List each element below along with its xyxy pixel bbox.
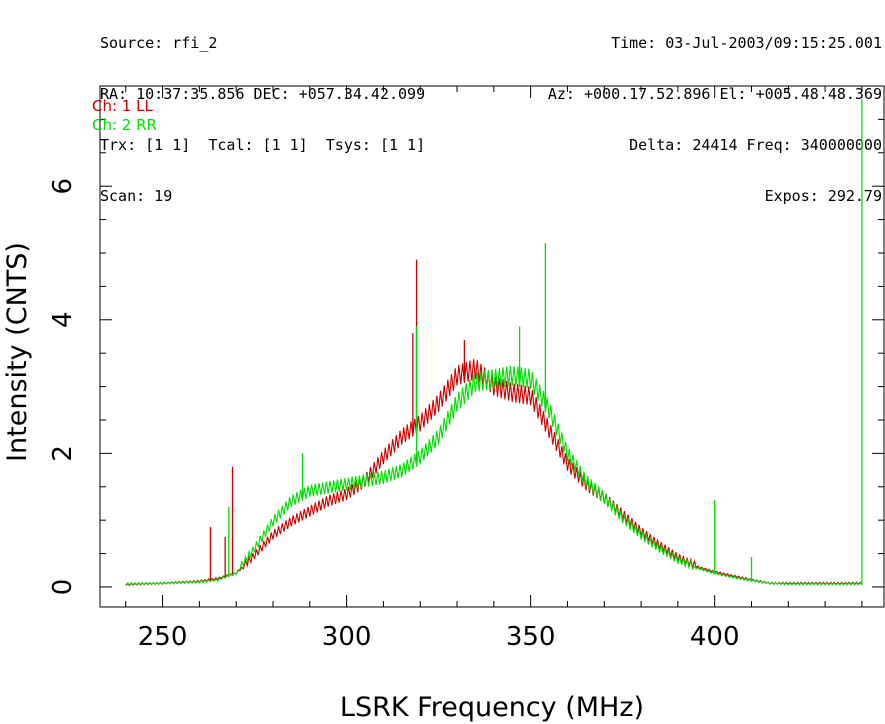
x-axis-label: LSRK Frequency (MHz) <box>340 692 644 723</box>
legend-entry-1: Ch: 1 LL <box>92 97 153 115</box>
y-tick-label: 2 <box>48 445 78 462</box>
header-coordinates: RA: 10:37:35.856 DEC: +057.34.42.099 <box>100 85 426 103</box>
header-source: Source: rfi_2 <box>100 34 218 52</box>
header-expos: Expos: 292.79 <box>764 187 882 205</box>
header-azel: Az: +000.17.52.896 El: +005.48.48.369 <box>547 85 882 103</box>
series-line-1 <box>125 359 863 587</box>
y-tick-label: 0 <box>48 579 78 596</box>
y-tick-label: 4 <box>48 312 78 329</box>
x-tick-label: 250 <box>138 622 188 652</box>
x-tick-label: 350 <box>506 622 556 652</box>
x-tick-label: 400 <box>690 622 740 652</box>
header-scan: Scan: 19 <box>100 187 173 205</box>
x-tick-label: 300 <box>322 622 372 652</box>
axis-ticks: 250 300 350 400 0 2 4 6 <box>48 86 884 652</box>
header-temperatures: Trx: [1 1] Tcal: [1 1] Tsys: [1 1] <box>100 136 426 154</box>
y-tick-label: 6 <box>48 178 78 195</box>
series-line-2 <box>125 365 863 586</box>
y-axis-label: Intensity (CNTS) <box>2 242 33 462</box>
plot-frame <box>99 85 885 608</box>
legend-entry-2: Ch: 2 RR <box>92 116 157 134</box>
header-time: Time: 03-Jul-2003/09:15:25.001 <box>611 34 882 52</box>
header-left: Source: rfi_2 RA: 10:37:35.856 DEC: +057… <box>100 1 425 222</box>
series-layer <box>125 99 863 587</box>
